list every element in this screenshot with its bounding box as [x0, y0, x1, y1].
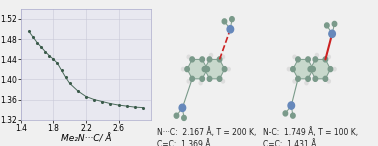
Circle shape: [190, 76, 194, 81]
Circle shape: [222, 67, 227, 72]
Point: [50, 58, 56, 60]
Circle shape: [199, 81, 202, 85]
Circle shape: [323, 57, 328, 62]
Circle shape: [185, 67, 189, 72]
Circle shape: [205, 67, 209, 72]
Circle shape: [200, 57, 204, 62]
Polygon shape: [293, 59, 313, 79]
Circle shape: [306, 57, 310, 62]
Point: [34, 41, 40, 44]
Point: [38, 46, 44, 48]
Circle shape: [179, 104, 186, 112]
Circle shape: [327, 55, 330, 59]
Circle shape: [308, 67, 313, 72]
Circle shape: [222, 55, 225, 59]
Polygon shape: [310, 59, 330, 79]
Point: [54, 62, 60, 64]
Circle shape: [293, 80, 296, 83]
Circle shape: [325, 23, 329, 28]
Circle shape: [283, 111, 288, 116]
Circle shape: [174, 113, 179, 118]
Point: [75, 90, 81, 92]
Point: [140, 106, 146, 109]
Circle shape: [323, 76, 328, 81]
Point: [124, 105, 130, 107]
Circle shape: [187, 55, 190, 59]
Point: [63, 76, 69, 79]
Circle shape: [288, 102, 294, 109]
Point: [30, 36, 36, 38]
Point: [116, 104, 122, 106]
Text: N-C:  1.749 Å, T = 100 K,: N-C: 1.749 Å, T = 100 K,: [263, 127, 358, 137]
Circle shape: [313, 76, 318, 81]
Circle shape: [187, 80, 190, 83]
Circle shape: [227, 26, 234, 33]
Point: [42, 51, 48, 53]
Circle shape: [315, 53, 318, 57]
Point: [67, 82, 73, 85]
Circle shape: [329, 30, 335, 38]
Circle shape: [296, 76, 300, 81]
Circle shape: [202, 67, 207, 72]
Point: [99, 100, 105, 103]
Circle shape: [306, 76, 310, 81]
Text: C=C:  1.369 Å: C=C: 1.369 Å: [157, 140, 211, 146]
Polygon shape: [204, 59, 225, 79]
Circle shape: [190, 57, 194, 62]
X-axis label: Me₂N···C/ Å: Me₂N···C/ Å: [61, 134, 111, 144]
Circle shape: [227, 67, 230, 71]
Circle shape: [305, 81, 308, 85]
Text: C=C:  1.431 Å: C=C: 1.431 Å: [263, 140, 316, 146]
Point: [91, 98, 97, 101]
Circle shape: [181, 67, 184, 71]
Circle shape: [222, 19, 227, 24]
Circle shape: [291, 113, 295, 118]
Point: [132, 106, 138, 108]
Circle shape: [332, 21, 337, 26]
Circle shape: [200, 76, 204, 81]
Point: [83, 95, 89, 98]
Point: [46, 54, 52, 57]
Point: [107, 102, 113, 105]
Circle shape: [287, 67, 290, 71]
Circle shape: [230, 17, 234, 22]
Polygon shape: [187, 59, 207, 79]
Circle shape: [333, 67, 336, 71]
Circle shape: [313, 57, 318, 62]
Circle shape: [217, 57, 222, 62]
Circle shape: [207, 57, 212, 62]
Circle shape: [328, 67, 333, 72]
Text: N···C:  2.167 Å, T = 200 K,: N···C: 2.167 Å, T = 200 K,: [157, 127, 256, 137]
Circle shape: [291, 67, 295, 72]
Circle shape: [217, 76, 222, 81]
Circle shape: [311, 67, 315, 72]
Circle shape: [293, 55, 296, 59]
Point: [26, 30, 32, 33]
Circle shape: [207, 76, 212, 81]
Point: [59, 69, 65, 71]
Circle shape: [182, 115, 186, 120]
Circle shape: [327, 80, 330, 83]
Circle shape: [209, 53, 212, 57]
Circle shape: [222, 80, 225, 83]
Circle shape: [296, 57, 300, 62]
